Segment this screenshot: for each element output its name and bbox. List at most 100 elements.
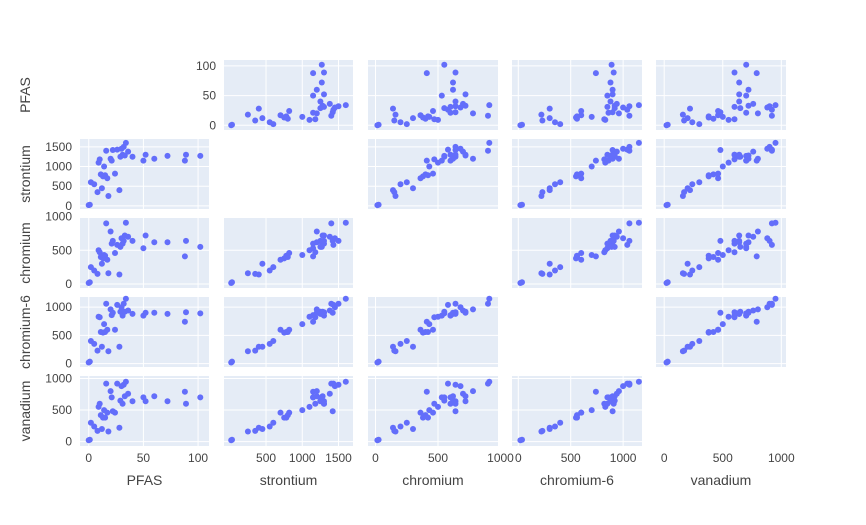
data-point [326,100,333,107]
data-point [104,409,111,416]
data-point [183,237,189,244]
data-point [425,113,431,120]
data-point [94,347,101,354]
data-point [725,159,732,166]
data-point [109,237,116,244]
data-point [731,116,738,123]
data-point [486,102,493,109]
data-point [335,237,342,244]
data-point [125,390,132,397]
cell-pfas-vs-vanadium [656,60,786,130]
data-point [552,181,558,188]
data-point [86,436,93,443]
data-point [104,175,111,182]
data-point [392,348,399,355]
data-point [753,157,760,164]
data-point [86,358,93,365]
data-point [96,156,103,163]
data-point [183,309,189,316]
data-point [151,393,158,400]
data-point [546,115,553,122]
y-axis-title-strontium: strontium [17,145,33,203]
y-tick-label: 500 [52,403,72,417]
data-point [94,270,101,277]
data-point [736,98,743,105]
data-point [286,409,293,416]
data-point [229,436,235,443]
data-point [470,110,476,117]
data-point [125,148,132,155]
data-point [462,91,469,98]
data-point [91,423,98,430]
data-point [715,170,722,177]
data-point [318,243,325,250]
data-point [452,103,459,110]
data-point [519,436,525,443]
data-point [609,86,616,93]
data-point [403,121,410,128]
data-point [620,383,627,390]
data-point [129,310,136,317]
y-tick-label: 0 [65,277,72,291]
data-point [445,301,451,308]
data-point [431,116,438,123]
data-point [392,111,399,118]
data-point [108,394,115,401]
data-point [390,424,396,431]
y-axis-title-chromium: chromium [17,222,33,283]
data-point [116,271,123,278]
data-point [766,143,773,150]
data-point [557,419,564,426]
data-point [604,92,611,99]
x-tick-label: 0 [515,451,522,465]
data-point [592,253,599,260]
data-point [635,102,642,109]
data-point [142,232,149,239]
y-tick-label: 100 [196,59,216,73]
data-point [430,326,436,333]
data-point [417,409,424,416]
data-point [105,348,112,355]
data-point [417,112,424,119]
data-point [609,232,616,239]
data-point [608,394,615,401]
data-point [430,170,436,177]
data-point [104,256,111,263]
y-tick-label: 0 [65,435,72,449]
data-point [86,279,93,286]
data-point [283,113,290,120]
data-point [390,105,396,112]
y-axis-title-pfas: PFAS [17,77,33,113]
data-point [299,407,306,414]
data-point [687,105,693,112]
data-point [578,170,585,177]
y-tick-label: 1500 [45,140,72,154]
data-point [689,119,696,126]
data-point [552,267,558,274]
data-point [105,428,112,435]
data-point [743,92,750,99]
data-point [342,295,349,302]
data-point [299,113,306,120]
data-point [425,172,431,179]
data-point [710,171,717,178]
data-point [318,394,325,401]
data-point [98,185,105,192]
data-point [318,61,325,68]
data-point [604,103,611,110]
data-point [486,378,493,385]
data-point [183,400,189,407]
data-point [94,189,101,196]
data-point [607,79,614,86]
data-point [229,279,235,286]
data-point [725,116,732,123]
data-point [588,163,595,170]
data-point [557,121,564,128]
data-point [244,428,251,435]
data-point [375,436,382,443]
data-point [705,172,712,179]
data-point [197,310,204,317]
data-point [715,250,722,256]
data-point [390,187,396,194]
data-point [103,380,110,387]
